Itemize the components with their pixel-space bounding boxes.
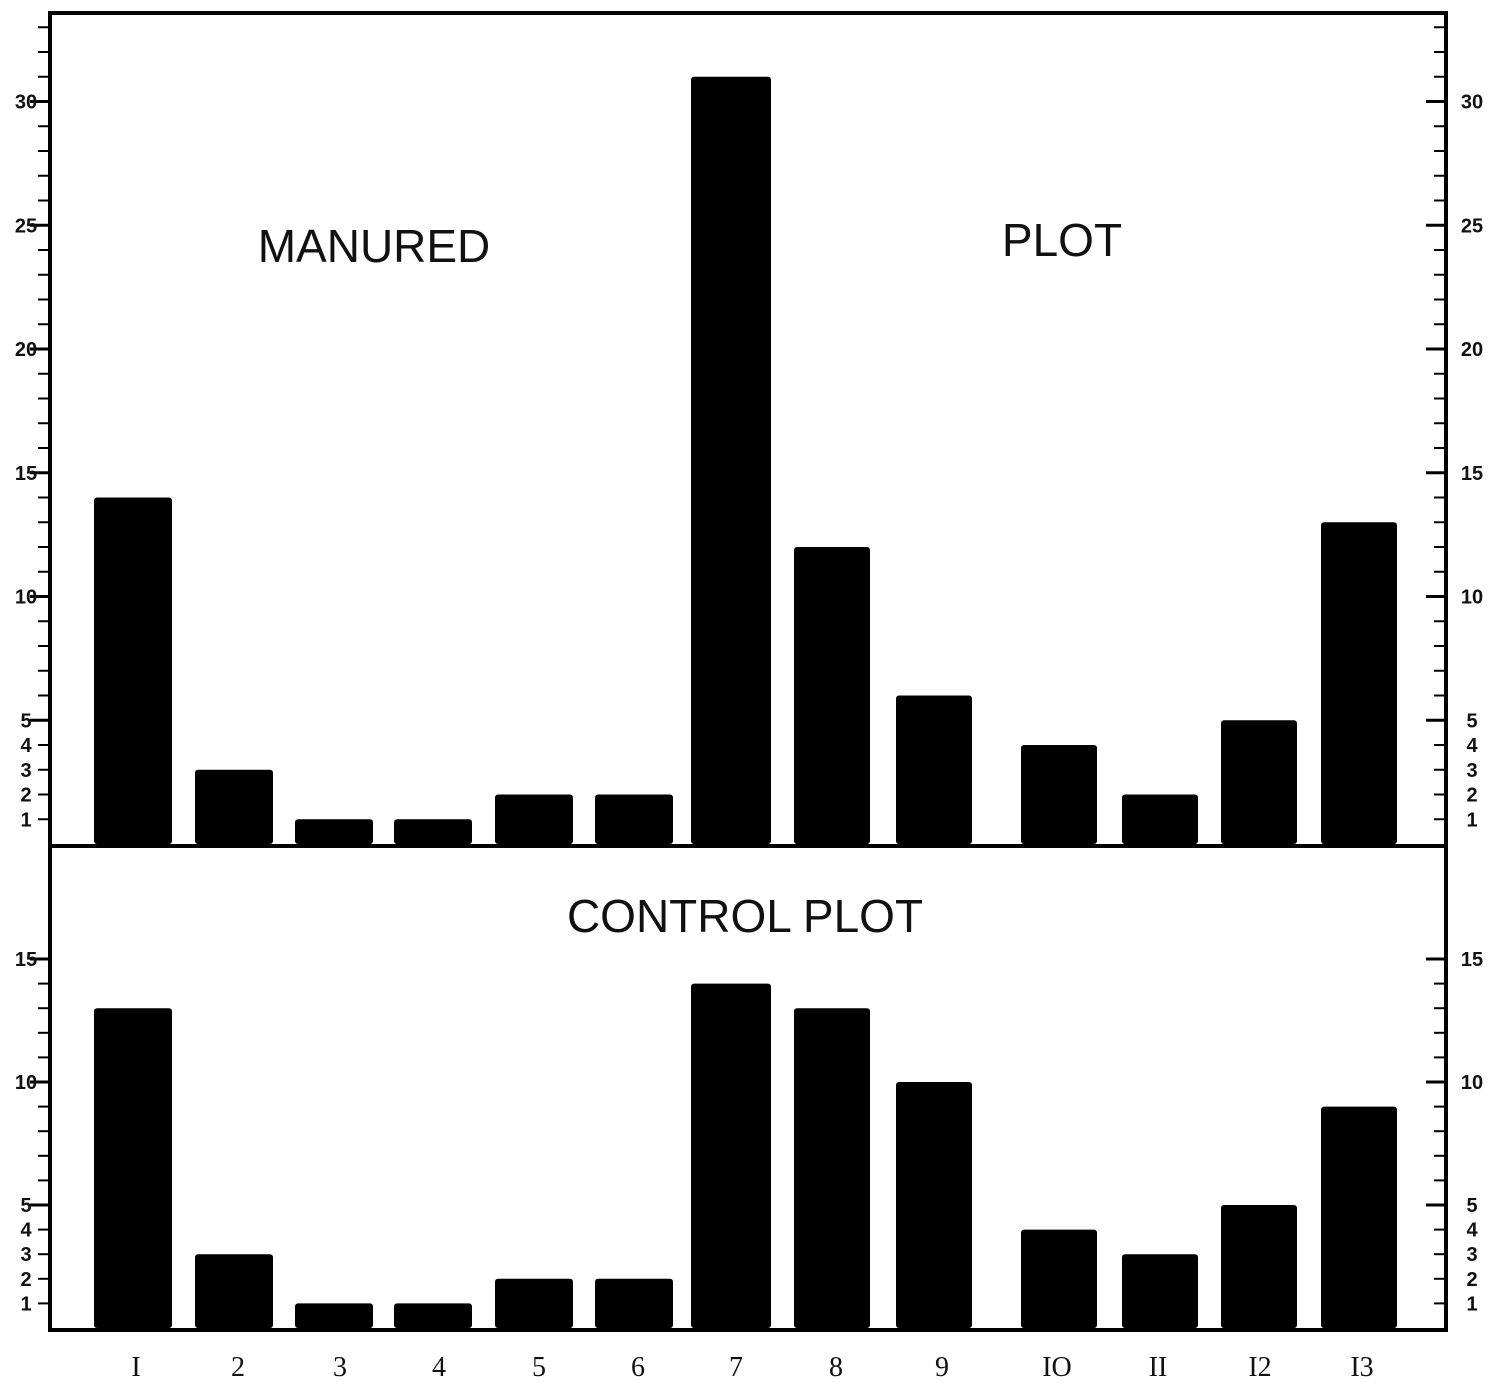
control-left-tick-label: 15 [15, 949, 37, 971]
manured-bar-6 [595, 794, 673, 844]
control-bar-2 [195, 1254, 273, 1328]
control-bar-4 [394, 1303, 472, 1328]
chart-frame [48, 11, 1448, 1332]
control-left-tick-label: 5 [20, 1195, 31, 1217]
control-bar-10 [1021, 1229, 1097, 1328]
manured-bar-3 [295, 819, 373, 844]
manured-bar-7 [691, 76, 771, 844]
manured-left-tick-label: 4 [20, 735, 32, 757]
manured-left-tick-label: 25 [15, 215, 37, 237]
manured-bar-5 [495, 794, 573, 844]
control-right-tick-label: 5 [1466, 1195, 1477, 1217]
manured-title: MANURED [258, 220, 491, 272]
manured-left-tick-label: 5 [20, 710, 31, 732]
manured-right-tick-label: 20 [1461, 339, 1483, 361]
control-bar-5 [495, 1278, 573, 1328]
manured-right-tick-label: 1 [1466, 809, 1477, 831]
manured-bar-9 [896, 695, 972, 844]
category-label-11: II [1149, 1352, 1168, 1383]
manured-right-tick-label: 4 [1466, 735, 1478, 757]
control-right-tick-label: 15 [1461, 949, 1483, 971]
control-left-tick-label: 1 [20, 1293, 31, 1315]
category-label-3: 3 [333, 1352, 347, 1383]
category-label-13: I3 [1350, 1352, 1373, 1383]
control-right-tick-label: 4 [1466, 1220, 1478, 1242]
control-bar-6 [595, 1278, 673, 1328]
manured-bar-8 [794, 547, 870, 844]
manured-right-tick-label: 25 [1461, 215, 1483, 237]
manured-bar-4 [394, 819, 472, 844]
manured-right-tick-label: 30 [1461, 92, 1483, 114]
control-bar-9 [896, 1082, 972, 1328]
outer-border [48, 11, 1448, 1332]
manured-left-tick-label: 3 [20, 760, 31, 782]
control-right-tick-label: 10 [1461, 1072, 1483, 1094]
category-label-9: 9 [935, 1352, 949, 1383]
manured-left-tick-label: 2 [20, 785, 31, 807]
control-right-tick-label: 3 [1466, 1244, 1477, 1266]
manured-left-tick-label: 30 [15, 92, 37, 114]
category-label-10: IO [1042, 1352, 1072, 1383]
manured-right-tick-label: 5 [1466, 710, 1477, 732]
manured-bars [94, 76, 1397, 844]
control-bar-12 [1221, 1205, 1297, 1328]
plot-title: PLOT [1002, 214, 1122, 266]
category-label-1: I [131, 1352, 140, 1383]
category-labels: I 2 3 4 5 6 7 8 9 IO II I2 I3 [131, 1352, 1373, 1383]
manured-bar-13 [1321, 522, 1397, 844]
manured-right-tick-label: 10 [1461, 587, 1483, 609]
manured-left-tick-label: 10 [15, 587, 37, 609]
control-right-tick-label: 1 [1466, 1293, 1477, 1315]
category-label-7: 7 [729, 1352, 743, 1383]
manured-bar-11 [1122, 794, 1198, 844]
control-left-tick-label: 4 [20, 1220, 32, 1242]
manured-left-tick-label: 1 [20, 809, 31, 831]
control-bar-11 [1122, 1254, 1198, 1328]
control-bar-13 [1321, 1106, 1397, 1328]
control-bar-1 [94, 1008, 172, 1328]
control-left-tick-label: 3 [20, 1244, 31, 1266]
manured-bar-2 [195, 769, 273, 844]
control-bar-8 [794, 1008, 870, 1328]
manured-right-tick-label: 3 [1466, 760, 1477, 782]
manured-right-tick-label: 15 [1461, 463, 1483, 485]
category-label-4: 4 [432, 1352, 446, 1383]
manured-left-tick-label: 20 [15, 339, 37, 361]
category-label-12: I2 [1248, 1352, 1271, 1383]
manured-left-tick-label: 15 [15, 463, 37, 485]
manured-bar-10 [1021, 745, 1097, 844]
manured-bar-12 [1221, 720, 1297, 844]
manured-right-tick-label: 2 [1466, 785, 1477, 807]
manured-bar-1 [94, 497, 172, 844]
category-label-6: 6 [631, 1352, 645, 1383]
category-label-2: 2 [231, 1352, 245, 1383]
control-left-tick-label: 2 [20, 1269, 31, 1291]
control-bar-3 [295, 1303, 373, 1328]
category-label-5: 5 [532, 1352, 546, 1383]
control-bars [94, 983, 1397, 1328]
control-plot-title: CONTROL PLOT [567, 890, 923, 942]
control-left-tick-label: 10 [15, 1072, 37, 1094]
control-bar-7 [691, 983, 771, 1328]
control-right-tick-label: 2 [1466, 1269, 1477, 1291]
category-label-8: 8 [829, 1352, 843, 1383]
